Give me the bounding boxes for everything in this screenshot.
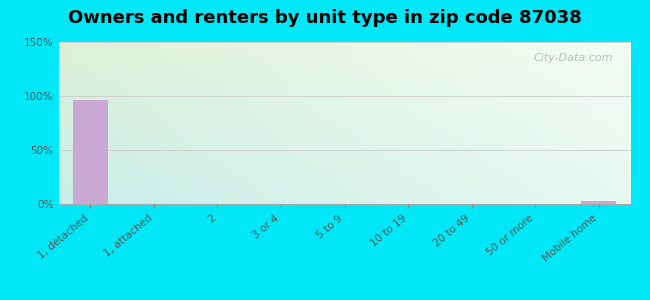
Bar [73,100,108,204]
Bar [581,201,616,204]
Text: City-Data.com: City-Data.com [534,53,614,63]
Text: Owners and renters by unit type in zip code 87038: Owners and renters by unit type in zip c… [68,9,582,27]
